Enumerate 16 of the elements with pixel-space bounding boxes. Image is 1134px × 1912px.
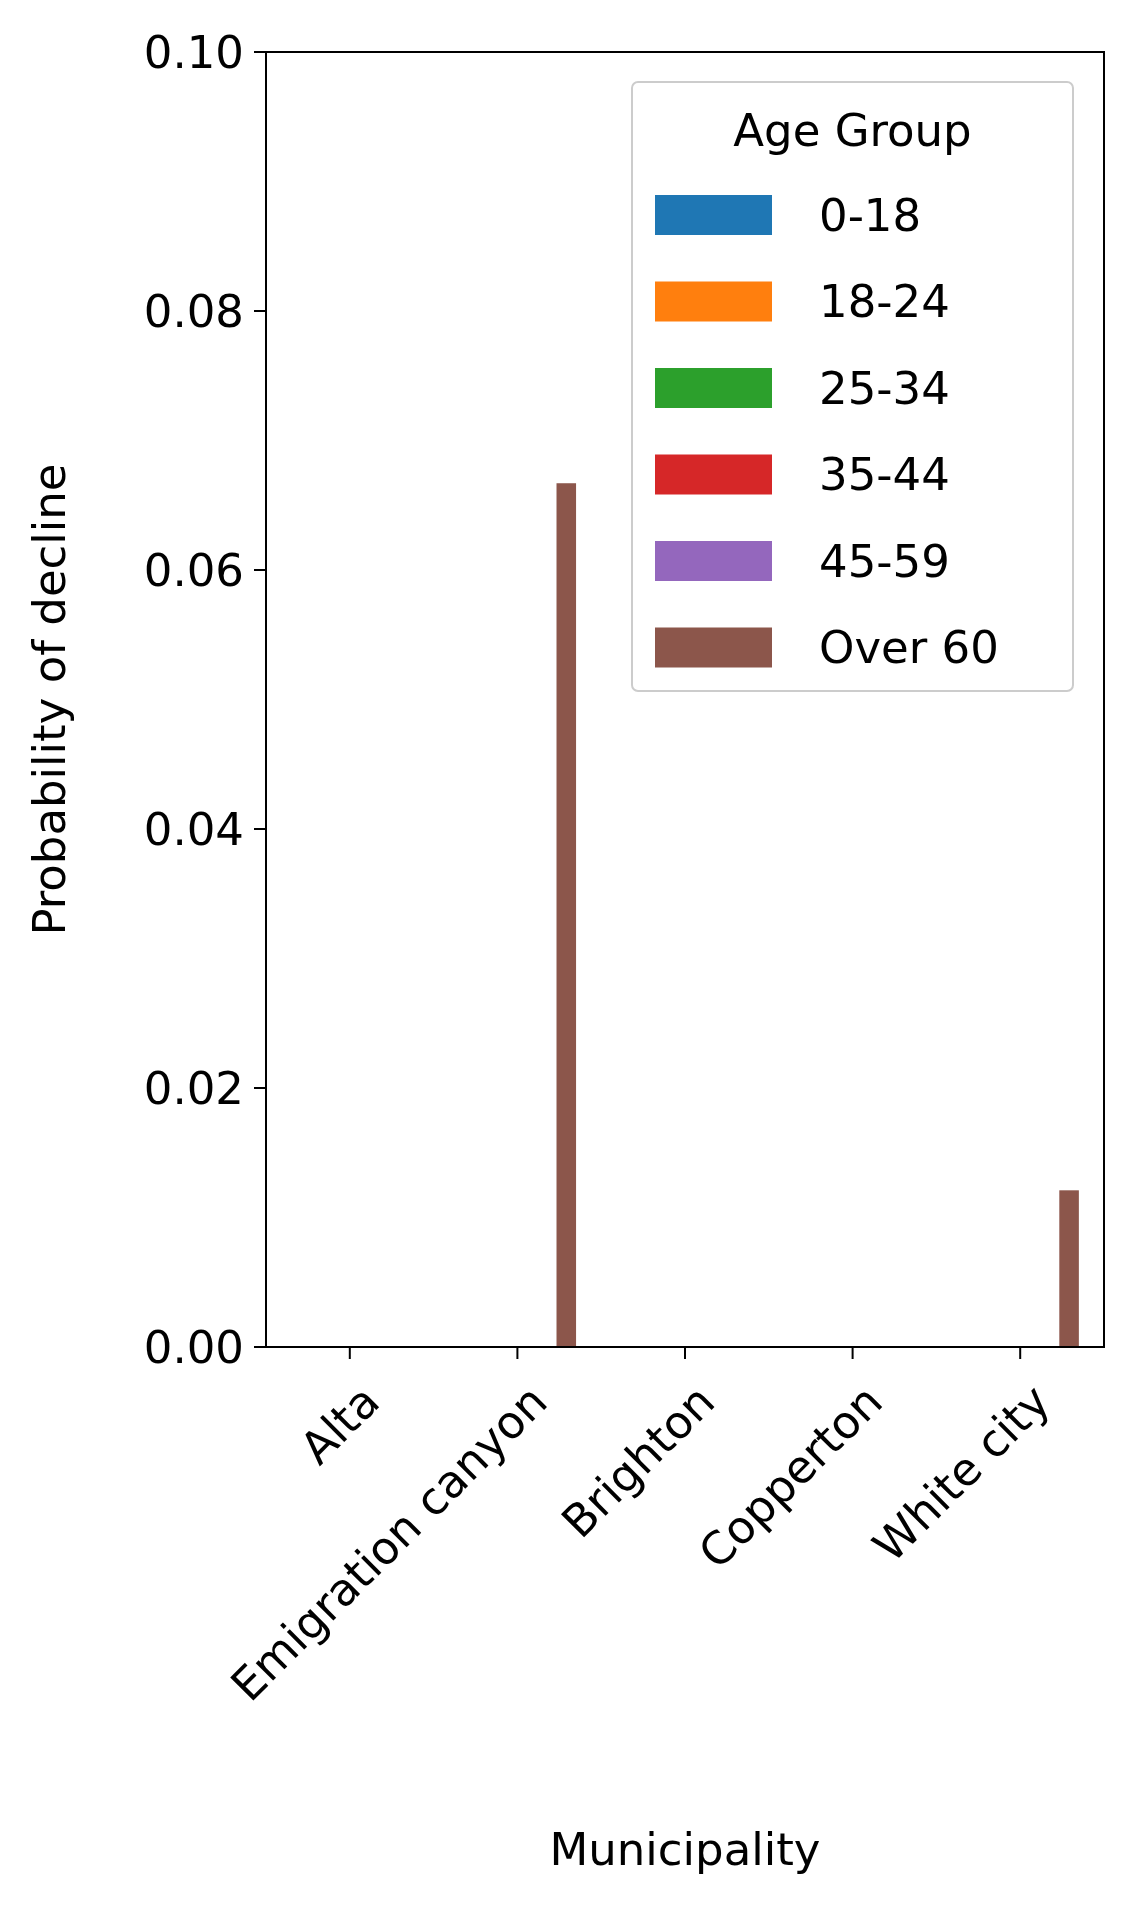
legend-label: 0-18 [819,188,922,242]
legend-label: 45-59 [819,534,950,588]
y-tick-label: 0.06 [143,543,244,597]
y-tick-label: 0.00 [143,1320,244,1374]
y-tick-label: 0.08 [143,284,244,338]
legend-label: 18-24 [819,275,950,329]
y-axis-title: Probability of decline [23,463,76,936]
y-tick-label: 0.10 [143,25,244,79]
y-tick-label: 0.02 [143,1061,244,1115]
legend-label: 35-44 [819,448,950,502]
x-axis-title: Municipality [549,1823,821,1876]
legend-label: 25-34 [819,361,950,415]
y-tick-label: 0.04 [143,802,244,856]
legend-label: Over 60 [819,621,999,675]
x-tick-label: Alta [289,1374,390,1475]
legend-title: Age Group [733,103,972,157]
